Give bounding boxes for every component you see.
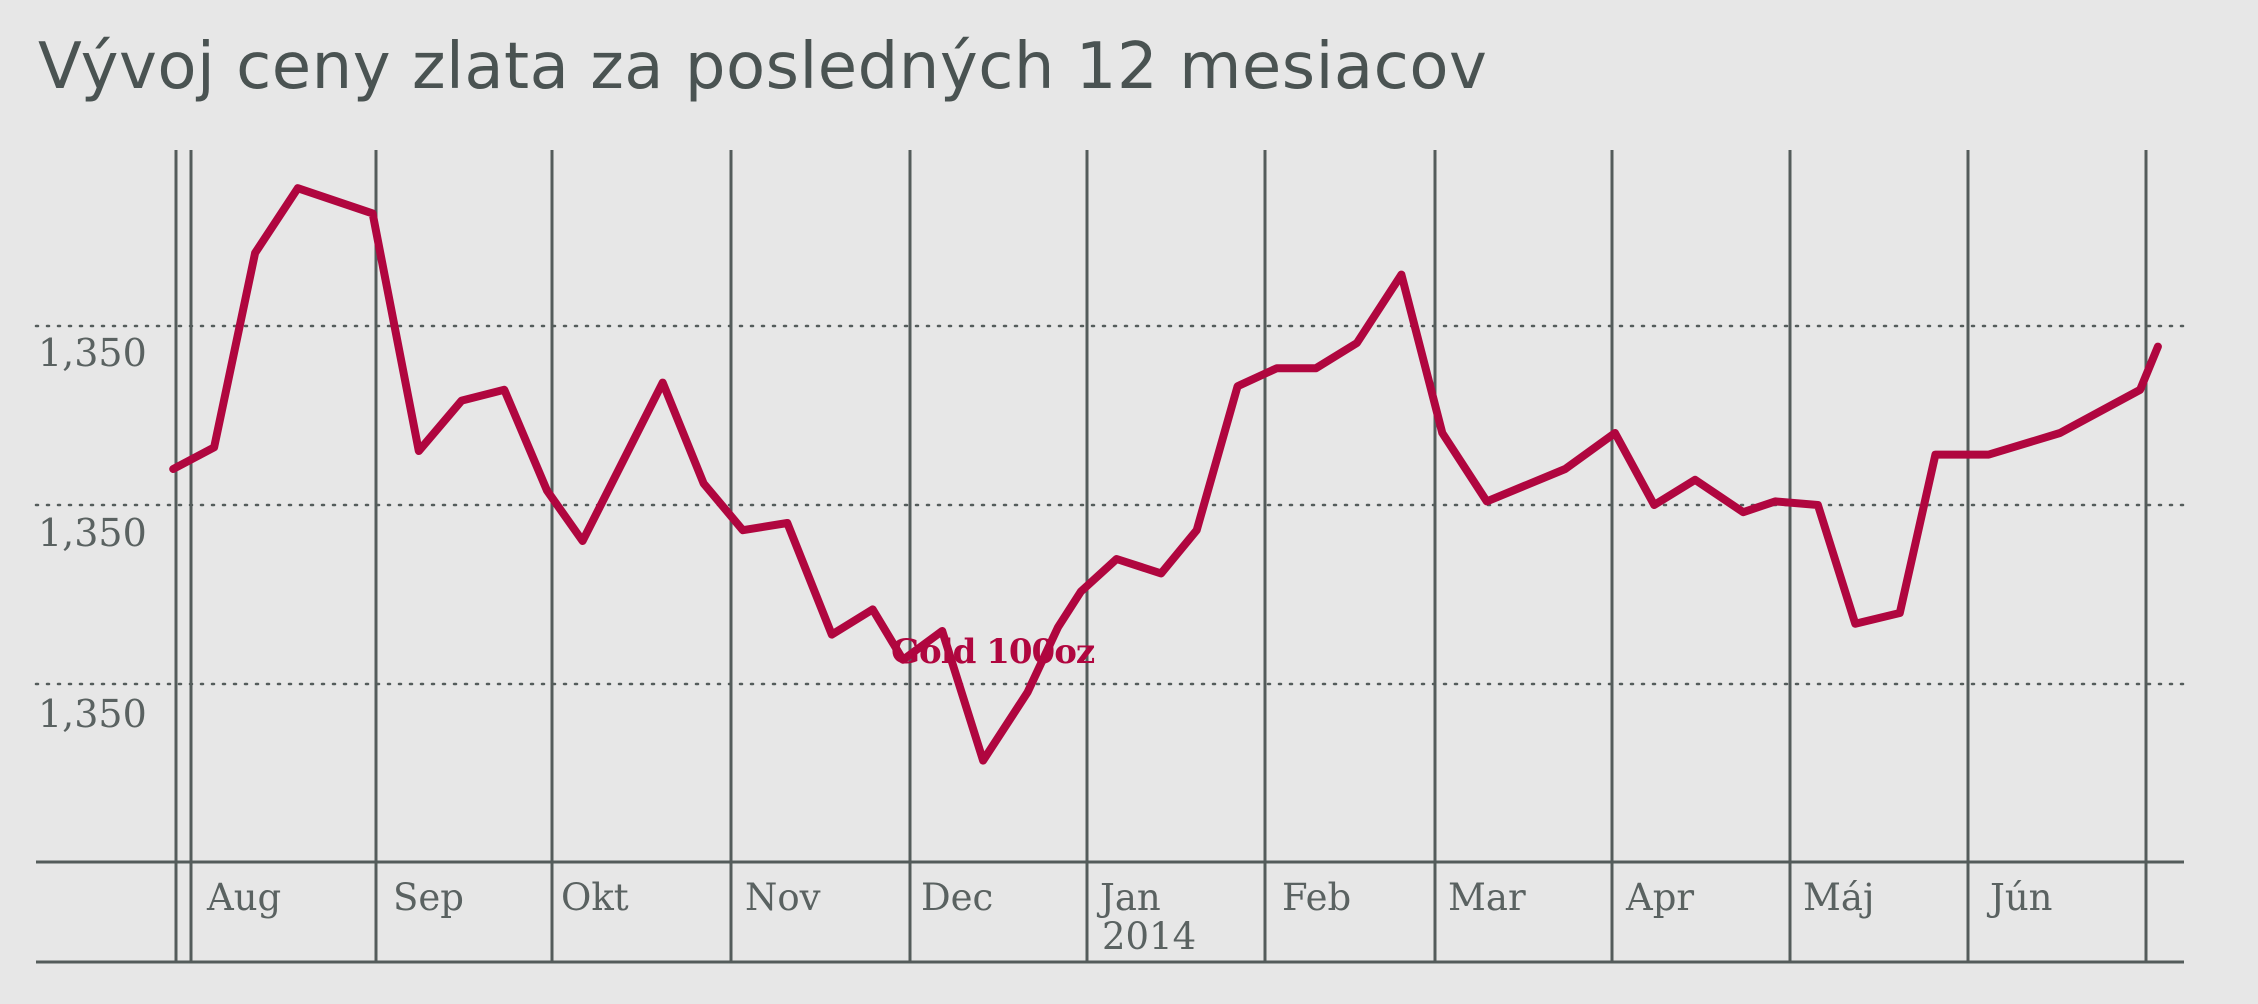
data-point bbox=[1816, 504, 1819, 506]
data-point bbox=[1275, 367, 1278, 370]
data-point bbox=[2139, 388, 2142, 391]
data-point bbox=[371, 212, 374, 215]
x-tick-label: Mar bbox=[1448, 876, 1526, 919]
data-point bbox=[1987, 453, 1990, 456]
data-point bbox=[1195, 529, 1198, 532]
data-point bbox=[1485, 500, 1488, 503]
x-tick-label: Jún bbox=[1986, 876, 2053, 919]
data-point bbox=[2156, 345, 2159, 348]
data-point bbox=[741, 529, 744, 532]
data-point bbox=[254, 252, 257, 254]
data-point bbox=[941, 630, 944, 632]
x-tick-label: Dec bbox=[921, 876, 993, 919]
data-point bbox=[546, 489, 548, 492]
data-point bbox=[1854, 622, 1857, 625]
data-point bbox=[296, 187, 299, 190]
x-tick-label: Okt bbox=[561, 876, 629, 919]
data-point bbox=[1355, 342, 1358, 344]
data-point bbox=[1115, 558, 1118, 560]
x-tick-label: Jan bbox=[1096, 876, 1161, 919]
data-point bbox=[1026, 691, 1029, 694]
data-point bbox=[503, 388, 506, 391]
series-label: Gold 100oz bbox=[891, 632, 1095, 672]
x-tick-label: Sep bbox=[393, 876, 464, 919]
data-point bbox=[1080, 590, 1082, 593]
series-line bbox=[169, 184, 2162, 765]
data-point bbox=[1400, 273, 1403, 276]
data-point bbox=[1742, 511, 1745, 514]
data-point bbox=[1898, 612, 1901, 614]
data-point bbox=[581, 540, 584, 542]
data-point bbox=[213, 446, 216, 449]
data-point bbox=[417, 450, 420, 452]
data-point bbox=[1160, 572, 1163, 575]
y-tick-label: 1,350 bbox=[38, 331, 147, 375]
data-point bbox=[902, 658, 904, 661]
data-point bbox=[1694, 478, 1697, 481]
data-point bbox=[1774, 500, 1777, 503]
data-point bbox=[1614, 432, 1616, 434]
data-point bbox=[1564, 468, 1567, 470]
data-point bbox=[1441, 432, 1444, 434]
data-point bbox=[830, 633, 833, 636]
x-tick-label: Nov bbox=[745, 876, 821, 919]
data-point bbox=[1236, 385, 1239, 388]
data-point bbox=[702, 482, 705, 485]
data-point bbox=[1934, 453, 1937, 456]
y-tick-label: 1,350 bbox=[38, 692, 147, 736]
data-point bbox=[172, 468, 175, 470]
data-point bbox=[1315, 367, 1317, 370]
data-point bbox=[2059, 432, 2061, 434]
data-point bbox=[1056, 626, 1059, 629]
data-point bbox=[460, 399, 463, 402]
chart-title: Vývoj ceny zlata za posledných 12 mesiac… bbox=[38, 30, 1488, 104]
data-point bbox=[786, 522, 789, 524]
data-point bbox=[871, 608, 874, 611]
x-tick-label: Aug bbox=[206, 876, 281, 919]
data-point bbox=[982, 759, 985, 762]
x-tick-label: Máj bbox=[1803, 876, 1874, 919]
data-point bbox=[1653, 504, 1656, 506]
x-tick-sublabel: 2014 bbox=[1102, 915, 1196, 958]
data-point bbox=[661, 381, 664, 384]
y-tick-label: 1,350 bbox=[38, 511, 147, 555]
data-point bbox=[2112, 403, 2115, 406]
x-tick-label: Feb bbox=[1282, 876, 1351, 919]
x-tick-label: Apr bbox=[1625, 876, 1694, 919]
